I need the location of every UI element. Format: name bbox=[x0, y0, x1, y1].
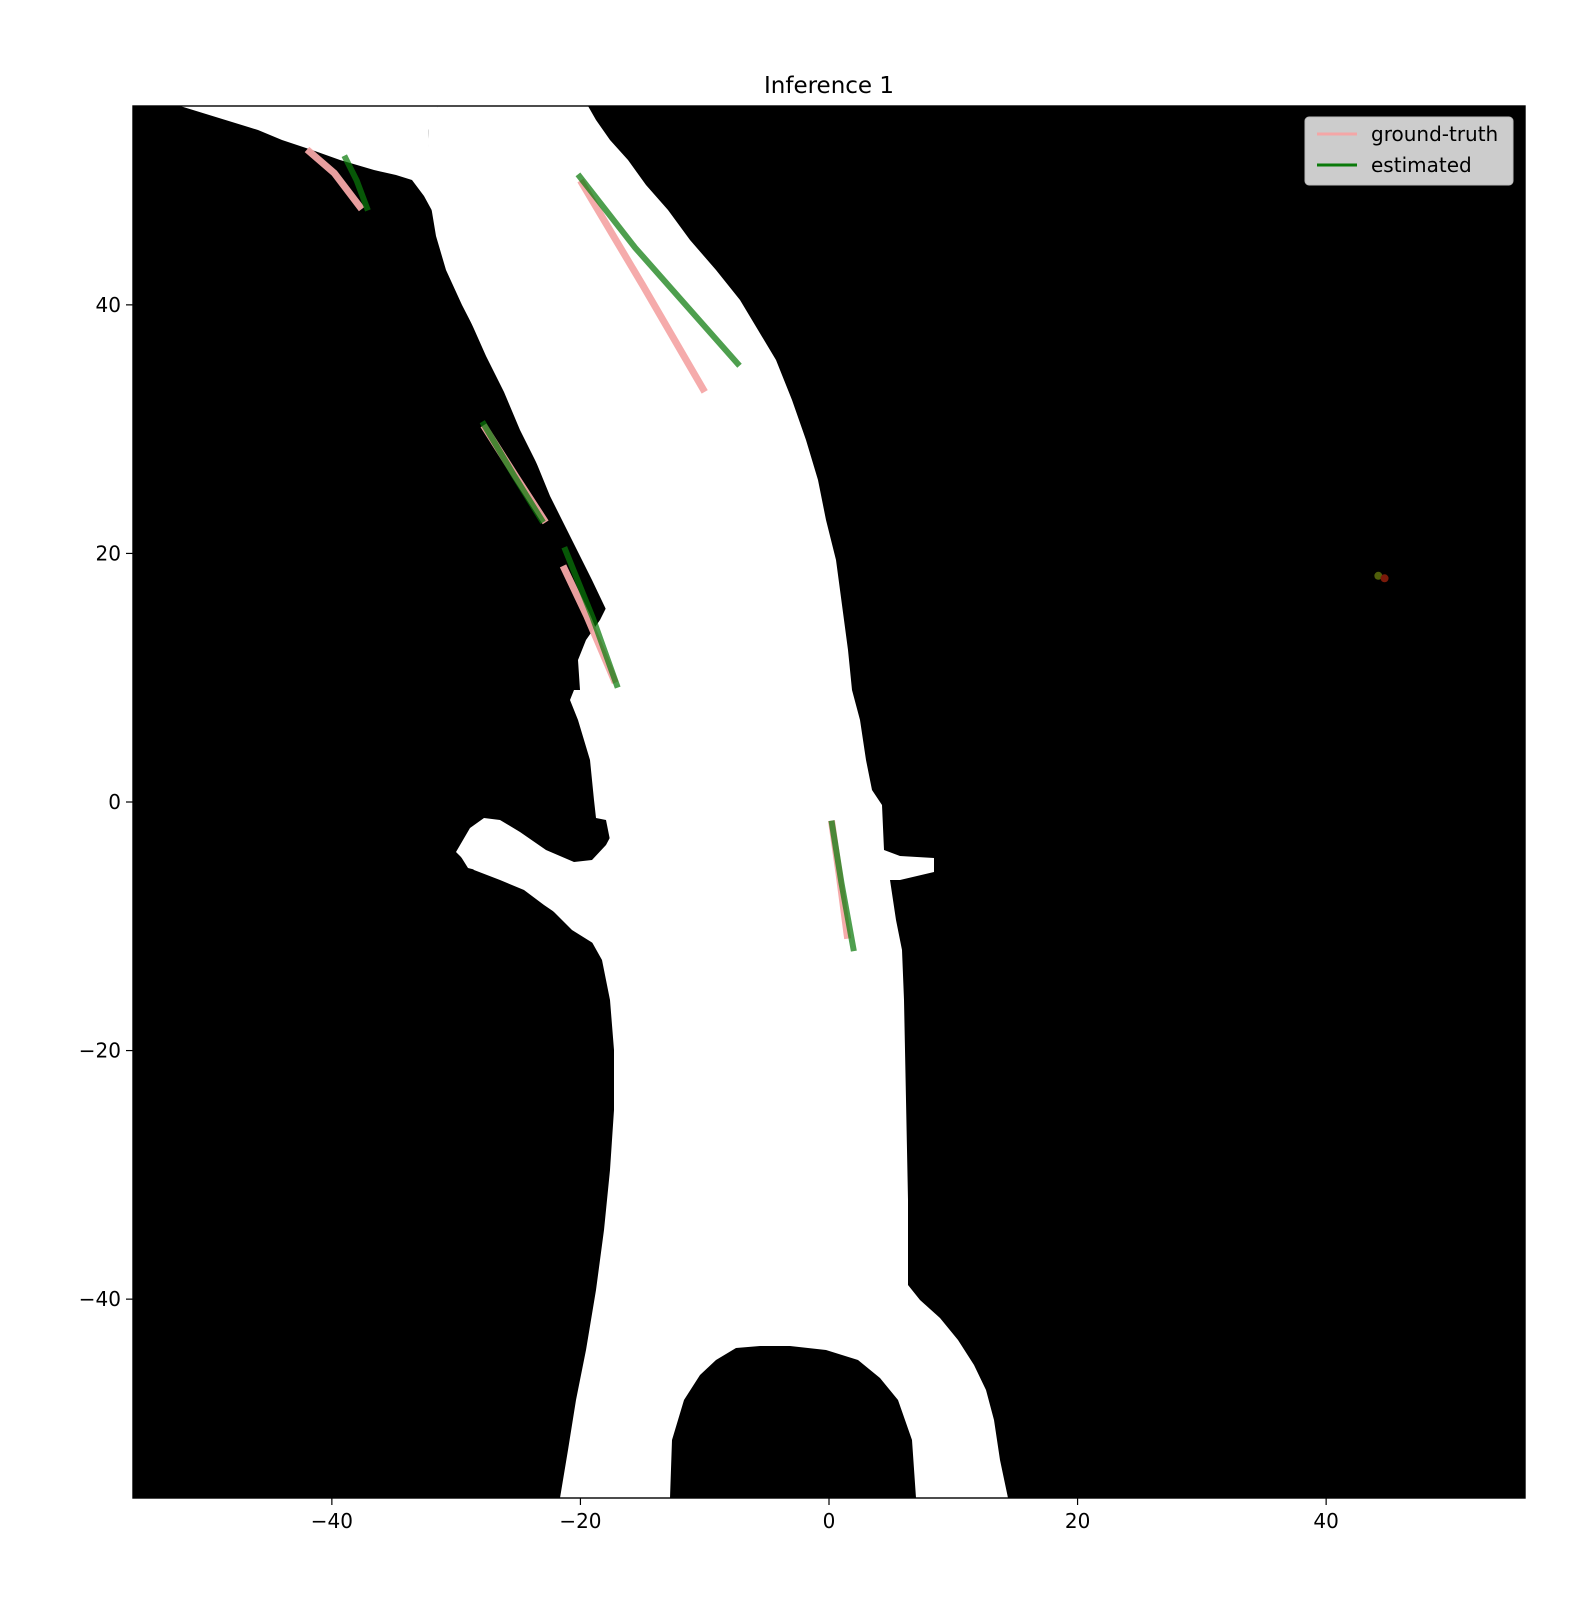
point-marker-2 bbox=[1380, 574, 1389, 583]
road-left-branch bbox=[160, 106, 1008, 1498]
estimated-segment-2 bbox=[575, 172, 742, 368]
y-axis: 40 20 0 −20 −40 bbox=[79, 293, 133, 1311]
y-tick-label: −20 bbox=[79, 1039, 121, 1063]
y-tick-label: 40 bbox=[96, 293, 121, 317]
legend-label-estimated: estimated bbox=[1371, 153, 1472, 177]
estimated-segment-5 bbox=[828, 820, 857, 952]
series-layer bbox=[304, 146, 857, 952]
plot-area bbox=[133, 106, 1525, 1498]
ground-truth-segment-2 bbox=[577, 178, 708, 394]
x-axis: −40 −20 0 20 40 bbox=[311, 1498, 1339, 1533]
y-tick-label: 20 bbox=[96, 541, 121, 565]
estimated-segment-1 bbox=[341, 154, 371, 212]
legend: ground-truth estimated bbox=[1304, 116, 1514, 186]
y-tick-label: −40 bbox=[79, 1287, 121, 1311]
estimated-segment-3 bbox=[479, 420, 546, 524]
x-tick-label: −40 bbox=[311, 1509, 353, 1533]
y-tick-label: 0 bbox=[108, 790, 121, 814]
ground-truth-segment-1 bbox=[304, 146, 365, 212]
legend-label-ground-truth: ground-truth bbox=[1371, 122, 1498, 146]
x-tick-label: −20 bbox=[559, 1509, 601, 1533]
chart-title: Inference 1 bbox=[764, 73, 894, 99]
estimated-segment-4 bbox=[561, 546, 621, 689]
x-tick-label: 20 bbox=[1065, 1509, 1090, 1533]
occupancy-map-roads bbox=[160, 106, 1008, 1498]
point-marker-1 bbox=[1374, 571, 1383, 580]
road-left-lower-arm bbox=[456, 818, 648, 1498]
x-tick-label: 40 bbox=[1313, 1509, 1338, 1533]
marker-layer bbox=[1374, 571, 1389, 583]
road-upper-left bbox=[160, 106, 748, 1262]
x-tick-label: 0 bbox=[823, 1509, 836, 1533]
